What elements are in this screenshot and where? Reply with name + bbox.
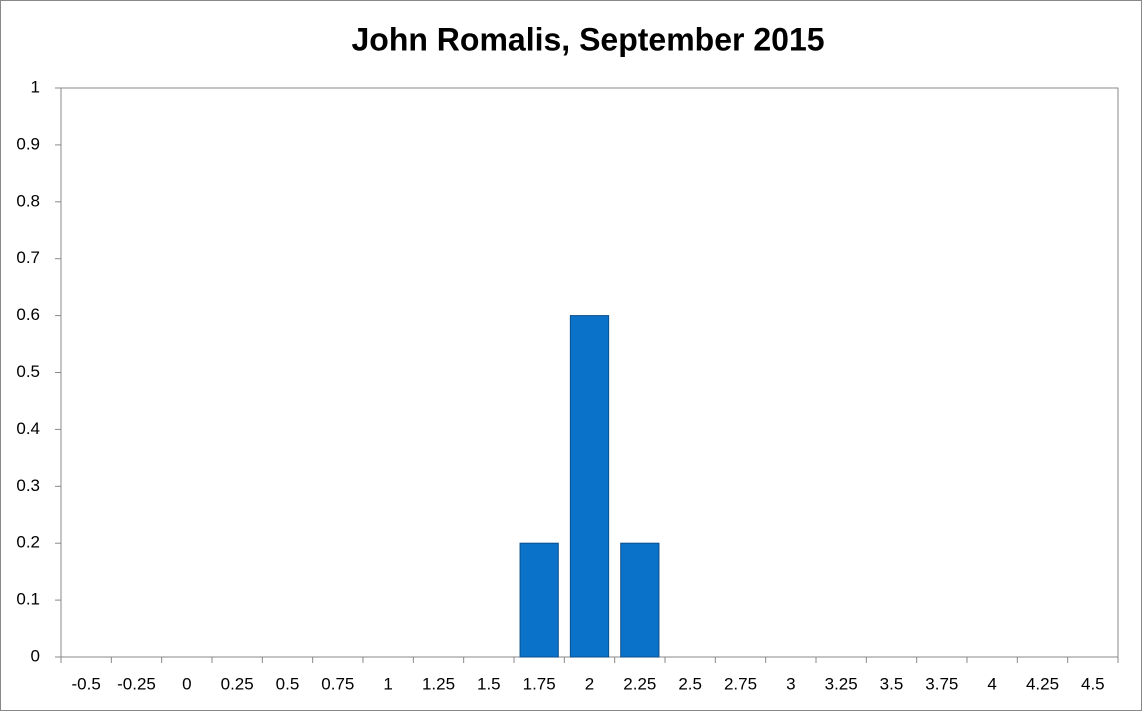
x-tick-label: 0: [182, 674, 191, 693]
x-tick-label: 2.25: [623, 674, 656, 693]
x-tick-label: 2.75: [724, 674, 757, 693]
bar: [620, 542, 660, 658]
bar: [569, 315, 610, 658]
x-tick-label: 1.5: [477, 674, 501, 693]
y-tick-label: 0.3: [16, 476, 40, 495]
y-tick-label: 0.6: [16, 305, 40, 324]
x-tick-label: 2.5: [678, 674, 702, 693]
y-tick-label: 1: [31, 77, 40, 96]
y-tick-label: 0.2: [16, 533, 40, 552]
x-tick-label: 4.5: [1081, 674, 1105, 693]
x-tick-label: 3.75: [925, 674, 958, 693]
x-tick-label: 3: [786, 674, 795, 693]
y-tick-label: 0: [31, 646, 40, 665]
chart-title: John Romalis, September 2015: [351, 21, 824, 57]
y-tick-label: 0.9: [16, 134, 40, 153]
y-tick-label: 0.1: [16, 590, 40, 609]
x-tick-label: 4.25: [1026, 674, 1059, 693]
x-tick-label: 0.75: [321, 674, 354, 693]
x-tick-label: -0.25: [117, 674, 156, 693]
x-tick-label: 3.5: [880, 674, 904, 693]
x-tick-label: 1.25: [422, 674, 455, 693]
x-tick-label: 2: [585, 674, 594, 693]
y-tick-label: 0.4: [16, 419, 40, 438]
x-tick-label: 3.25: [825, 674, 858, 693]
x-tick-label: 0.5: [276, 674, 300, 693]
y-tick-label: 0.7: [16, 248, 40, 267]
x-tick-label: 1.75: [523, 674, 556, 693]
y-tick-label: 0.8: [16, 191, 40, 210]
y-tick-label: 0.5: [16, 362, 40, 381]
x-tick-label: 4: [987, 674, 996, 693]
bar: [519, 542, 559, 658]
x-tick-label: 0.25: [221, 674, 254, 693]
x-tick-label: -0.5: [72, 674, 101, 693]
x-tick-label: 1: [383, 674, 392, 693]
